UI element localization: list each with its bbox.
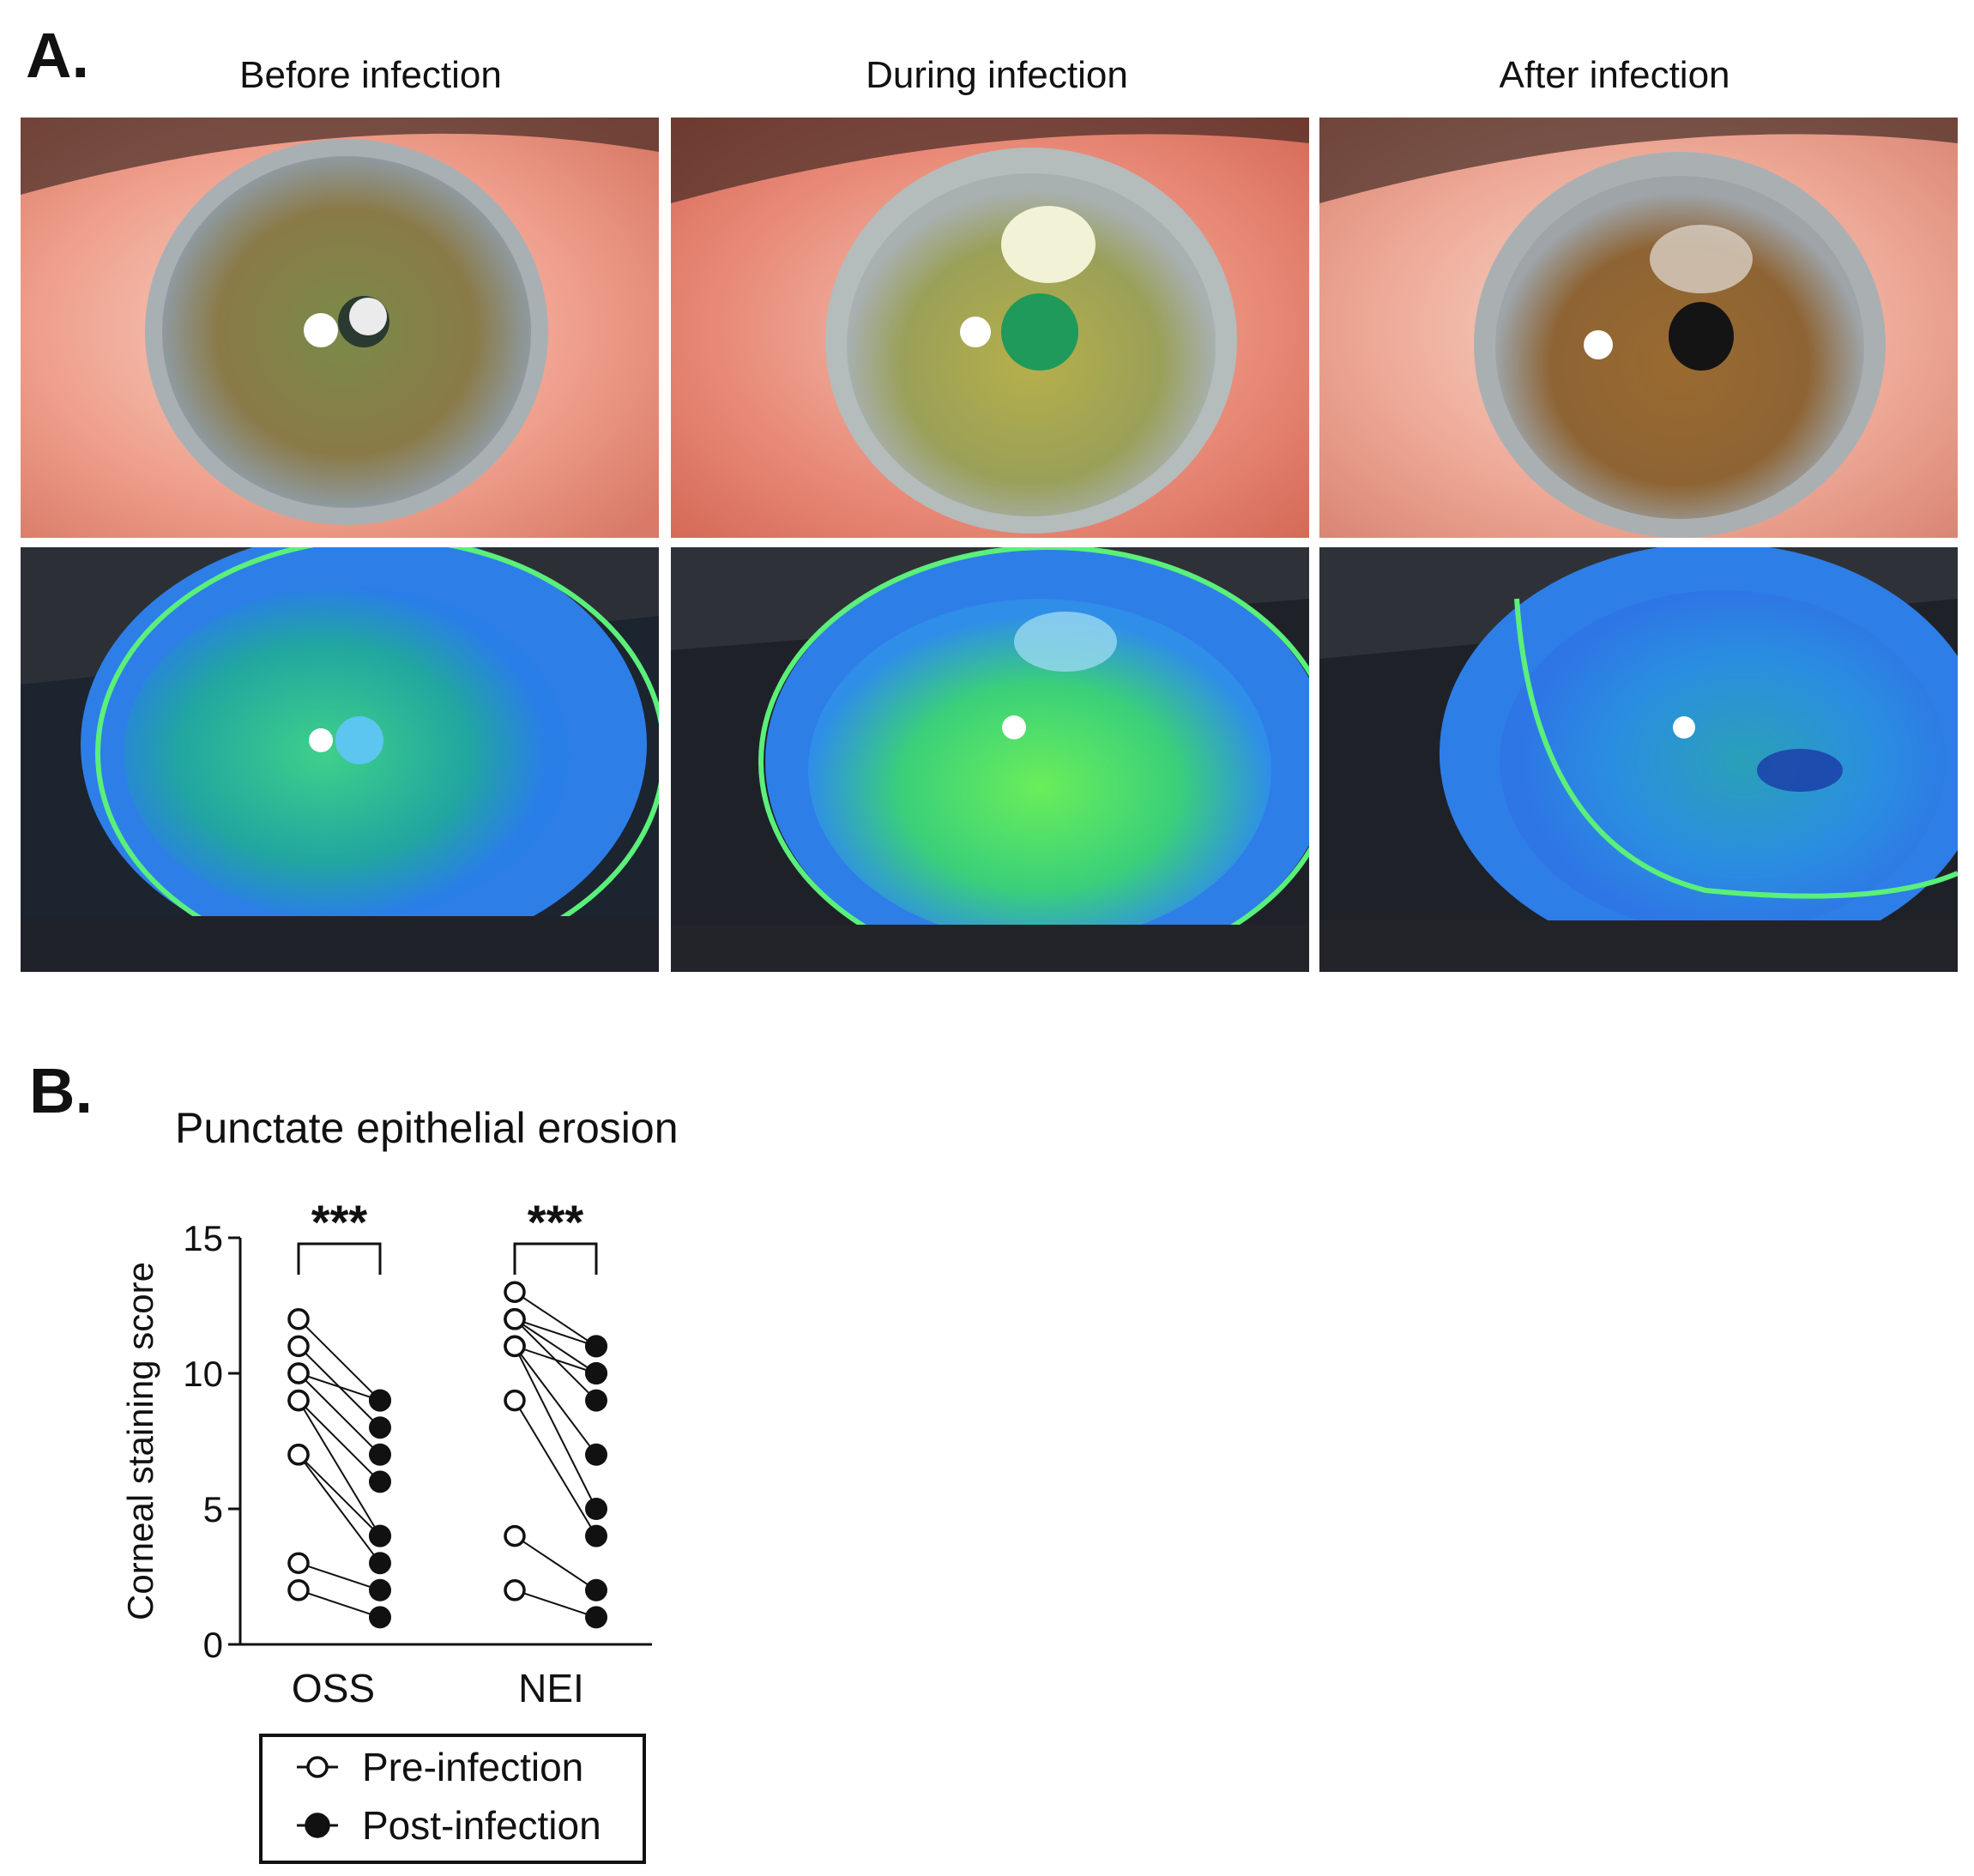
y-axis-label: Corneal staining score <box>120 1262 160 1620</box>
post-infection-point <box>369 1606 391 1629</box>
y-tick-label: 0 <box>203 1625 223 1665</box>
x-category-label: OSS <box>292 1666 375 1710</box>
pair-line <box>514 1345 597 1510</box>
legend-box <box>259 1734 646 1864</box>
pair-line <box>514 1291 597 1348</box>
legend-open-marker <box>306 1756 329 1778</box>
pair-line <box>298 1454 381 1564</box>
pair-line <box>514 1400 597 1537</box>
pair-line <box>298 1589 381 1619</box>
pre-infection-point <box>287 1579 310 1602</box>
post-infection-point <box>369 1389 391 1412</box>
post-infection-point <box>585 1578 607 1602</box>
pair-line <box>514 1318 597 1348</box>
pre-infection-point <box>287 1335 310 1358</box>
pre-infection-point <box>287 1308 310 1330</box>
pair-line <box>514 1318 597 1374</box>
post-infection-point <box>585 1606 607 1629</box>
column-title-before: Before infection <box>239 54 502 96</box>
x-category-label: NEI <box>518 1666 584 1710</box>
pre-infection-point <box>287 1444 310 1466</box>
pair-line <box>514 1535 597 1591</box>
column-title-after: After infection <box>1499 54 1730 96</box>
photo-before-fluorescein <box>21 547 659 972</box>
pre-infection-point <box>504 1281 526 1303</box>
significance-bracket <box>297 1242 382 1275</box>
pre-infection-point <box>287 1389 310 1412</box>
post-infection-point <box>369 1524 391 1547</box>
pair-line <box>514 1345 597 1456</box>
post-infection-point <box>585 1335 607 1358</box>
post-infection-point <box>585 1524 607 1547</box>
significance-stars: *** <box>528 1195 584 1249</box>
post-infection-point <box>369 1443 391 1466</box>
pair-line <box>514 1345 597 1374</box>
y-tick-label: 10 <box>183 1354 223 1394</box>
legend-filled-marker <box>305 1813 330 1838</box>
pre-infection-point <box>504 1389 526 1412</box>
significance-stars: *** <box>311 1195 368 1249</box>
post-infection-point <box>369 1416 391 1439</box>
pair-line <box>298 1562 381 1591</box>
pre-infection-point <box>287 1552 310 1574</box>
pair-line <box>298 1399 381 1483</box>
pre-infection-point <box>287 1362 310 1384</box>
significance-bracket <box>513 1242 598 1275</box>
legend-entry: Pre-infection <box>362 1745 583 1789</box>
post-infection-point <box>585 1389 607 1412</box>
pair-line <box>298 1400 381 1537</box>
y-tick-label: 15 <box>183 1218 223 1258</box>
y-tick-label: 5 <box>203 1489 223 1529</box>
pre-infection-point <box>504 1335 526 1358</box>
photo-before-white-light <box>21 118 659 538</box>
photo-during-white-light <box>671 118 1309 538</box>
pre-infection-point <box>504 1579 526 1602</box>
post-infection-point <box>585 1443 607 1466</box>
pair-line <box>298 1454 381 1537</box>
photo-during-fluorescein <box>671 547 1309 972</box>
photo-after-white-light <box>1319 118 1958 538</box>
post-infection-point <box>585 1362 607 1384</box>
post-infection-point <box>369 1578 391 1602</box>
photo-after-fluorescein <box>1319 547 1958 972</box>
legend-entry: Post-infection <box>362 1803 601 1848</box>
pair-line <box>298 1318 381 1402</box>
pre-infection-point <box>504 1524 526 1547</box>
panel-b-label: B. <box>29 1055 93 1126</box>
pre-infection-point <box>504 1308 526 1330</box>
post-infection-point <box>369 1470 391 1493</box>
panel-a-label: A. <box>26 20 89 91</box>
pair-line <box>298 1372 381 1456</box>
chart-title: Punctate epithelial erosion <box>175 1104 679 1152</box>
pair-line <box>298 1372 381 1402</box>
column-title-during: During infection <box>866 54 1128 96</box>
post-infection-point <box>369 1552 391 1575</box>
post-infection-point <box>585 1498 607 1520</box>
pair-line <box>514 1589 597 1619</box>
